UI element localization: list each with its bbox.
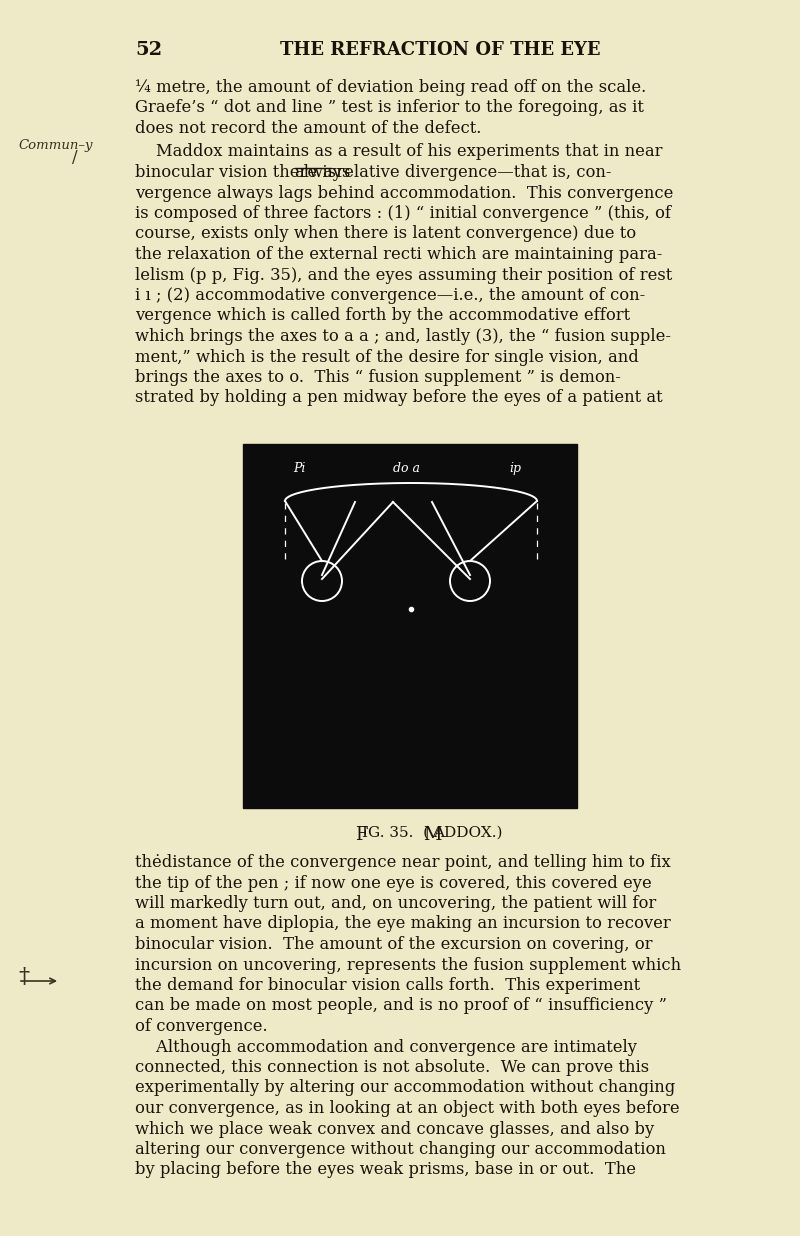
Text: ip: ip [509,462,521,475]
Bar [243,444,577,808]
Text: Graefe’s “ dot and line ” test is inferior to the foregoing, as it: Graefe’s “ dot and line ” test is inferi… [135,100,644,116]
Text: which brings the axes to a a ; and, lastly (3), the “ fusion supple-: which brings the axes to a a ; and, last… [135,328,671,345]
Text: i ı ; (2) accommodative convergence—i.e., the amount of con-: i ı ; (2) accommodative convergence—i.e.… [135,287,646,304]
Text: will markedly turn out, and, on uncovering, the patient will for: will markedly turn out, and, on uncoveri… [135,895,656,912]
Text: do a: do a [393,462,420,475]
Text: vergence always lags behind accommodation.  This convergence: vergence always lags behind accommodatio… [135,184,674,201]
Text: Commun–y: Commun–y [18,138,93,152]
Text: THE REFRACTION OF THE EYE: THE REFRACTION OF THE EYE [280,41,600,59]
Text: the relaxation of the external recti which are maintaining para-: the relaxation of the external recti whi… [135,246,662,263]
Text: Pi: Pi [293,462,306,475]
Text: Although accommodation and convergence are intimately: Although accommodation and convergence a… [135,1038,637,1056]
Text: course, exists only when there is latent convergence) due to: course, exists only when there is latent… [135,225,636,242]
Text: thėdistance of the convergence near point, and telling him to fix: thėdistance of the convergence near poi… [135,854,670,871]
Text: ment,” which is the result of the desire for single vision, and: ment,” which is the result of the desire… [135,349,638,366]
Text: can be made on most people, and is no proof of “ insufficiency ”: can be made on most people, and is no pr… [135,997,667,1015]
Text: Maddox maintains as a result of his experiments that in near: Maddox maintains as a result of his expe… [135,143,662,161]
Text: lelism (p p, Fig. 35), and the eyes assuming their position of rest: lelism (p p, Fig. 35), and the eyes assu… [135,267,672,283]
Text: ¼ metre, the amount of deviation being read off on the scale.: ¼ metre, the amount of deviation being r… [135,79,646,96]
Text: †: † [18,967,29,988]
Text: experimentally by altering our accommodation without changing: experimentally by altering our accommoda… [135,1079,675,1096]
Text: the tip of the pen ; if now one eye is covered, this covered eye: the tip of the pen ; if now one eye is c… [135,875,652,891]
Text: brings the axes to o.  This “ fusion supplement ” is demon-: brings the axes to o. This “ fusion supp… [135,370,621,386]
Text: altering our convergence without changing our accommodation: altering our convergence without changin… [135,1141,666,1158]
Text: relative divergence—that is, con-: relative divergence—that is, con- [331,164,612,180]
Text: by placing before the eyes weak prisms, base in or out.  The: by placing before the eyes weak prisms, … [135,1162,636,1178]
Text: vergence which is called forth by the accommodative effort: vergence which is called forth by the ac… [135,308,630,325]
Text: the demand for binocular vision calls forth.  This experiment: the demand for binocular vision calls fo… [135,976,640,994]
Text: M: M [423,826,442,844]
Text: a moment have diplopia, the eye making an incursion to recover: a moment have diplopia, the eye making a… [135,916,670,932]
Text: our convergence, as in looking at an object with both eyes before: our convergence, as in looking at an obj… [135,1100,680,1117]
Text: strated by holding a pen midway before the eyes of a patient at: strated by holding a pen midway before t… [135,389,662,407]
Text: binocular vision there is: binocular vision there is [135,164,342,180]
Text: ADDOX.): ADDOX.) [433,826,502,840]
Text: F: F [355,826,367,844]
Text: 52: 52 [135,41,162,59]
Text: does not record the amount of the defect.: does not record the amount of the defect… [135,120,482,137]
Text: connected, this connection is not absolute.  We can prove this: connected, this connection is not absolu… [135,1059,649,1077]
Text: /: / [72,150,78,166]
Text: is composed of three factors : (1) “ initial convergence ” (this, of: is composed of three factors : (1) “ ini… [135,205,671,222]
Text: incursion on uncovering, represents the fusion supplement which: incursion on uncovering, represents the … [135,957,681,974]
Text: binocular vision.  The amount of the excursion on covering, or: binocular vision. The amount of the excu… [135,936,653,953]
Text: IG. 35.  (: IG. 35. ( [362,826,429,840]
Text: always: always [294,164,351,180]
Text: of convergence.: of convergence. [135,1018,268,1035]
Text: which we place weak convex and concave glasses, and also by: which we place weak convex and concave g… [135,1121,654,1137]
